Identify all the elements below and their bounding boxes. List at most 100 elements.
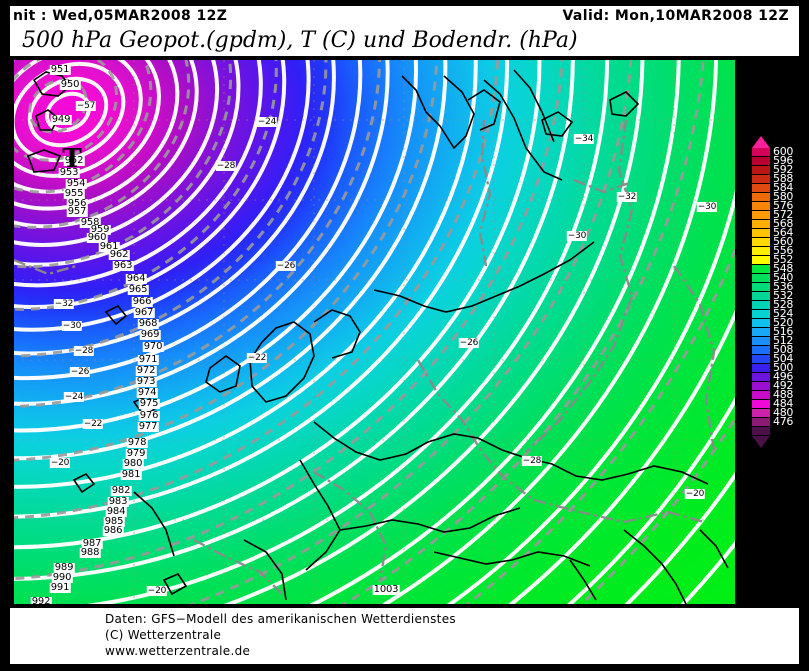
page-title: 500 hPa Geopot.(gpdm), T (C) und Bodendr… bbox=[22, 28, 578, 53]
isobar-label: 982 bbox=[110, 485, 132, 496]
isobar-label: 968 bbox=[137, 318, 159, 329]
colorbar-tick-label: 588 bbox=[773, 172, 794, 185]
isobar-label: 966 bbox=[131, 296, 153, 307]
colorbar-tick-label: 516 bbox=[773, 325, 794, 338]
colorbar-cell bbox=[752, 319, 770, 328]
political-borders bbox=[14, 119, 716, 595]
isobar-label: 983 bbox=[107, 496, 129, 507]
temperature-contour-label: −32 bbox=[53, 299, 75, 309]
footer-website[interactable]: www.wetterzentrale.de bbox=[105, 644, 251, 658]
colorbar-cell bbox=[752, 220, 770, 229]
footer-copyright: (C) Wetterzentrale bbox=[105, 628, 222, 642]
temperature-contour-label: −32 bbox=[616, 192, 638, 202]
colorbar-cell bbox=[752, 364, 770, 373]
chart-title-bar: 500 hPa Geopot.(gpdm), T (C) und Bodendr… bbox=[10, 28, 799, 56]
colorbar-tick-label: 568 bbox=[773, 217, 794, 230]
low-center-symbol: T bbox=[62, 144, 82, 174]
isobar-label: 973 bbox=[135, 376, 157, 387]
colorbar-cell bbox=[752, 391, 770, 400]
colorbar-cell bbox=[752, 373, 770, 382]
colorbar-tick-label: 484 bbox=[773, 397, 794, 410]
colorbar-tick-label: 564 bbox=[773, 226, 794, 239]
isobar-label: 955 bbox=[63, 188, 85, 199]
colorbar-cell bbox=[752, 148, 770, 157]
colorbar-cell bbox=[752, 256, 770, 265]
isobar-label: 967 bbox=[133, 307, 155, 318]
isobar-label: 953 bbox=[58, 167, 80, 178]
isobar-label: 969 bbox=[139, 329, 161, 340]
colorbar-tick-label: 532 bbox=[773, 289, 794, 302]
temperature-contour-label: −22 bbox=[82, 419, 104, 429]
colorbar-cell bbox=[752, 418, 770, 427]
colorbar-cell bbox=[752, 229, 770, 238]
temperature-contour-label: −26 bbox=[69, 367, 91, 377]
footer-data-source: Daten: GFS−Modell des amerikanischen Wet… bbox=[105, 612, 456, 626]
colorbar-cell bbox=[752, 301, 770, 310]
isobar-label: 977 bbox=[137, 421, 159, 432]
colorbar-cell bbox=[752, 400, 770, 409]
colorbar-cell bbox=[752, 202, 770, 211]
colorbar-tick-label: 536 bbox=[773, 280, 794, 293]
isobar-label: 987 bbox=[81, 538, 103, 549]
isobar-label: 970 bbox=[142, 341, 164, 352]
isobar-label: 972 bbox=[135, 365, 157, 376]
temperature-contour-label: −34 bbox=[573, 134, 595, 144]
colorbar-cell bbox=[752, 310, 770, 319]
init-time-label: nit : Wed,05MAR2008 12Z bbox=[13, 8, 228, 24]
coastlines bbox=[26, 69, 729, 604]
isobar-label: 961 bbox=[98, 241, 120, 252]
colorbar-cell bbox=[752, 328, 770, 337]
weather-map[interactable]: 951 950 949 952 953 954 955 956 957 958 959 960 961 9… bbox=[12, 58, 737, 606]
isobar-label: 974 bbox=[136, 387, 158, 398]
colorbar-cell bbox=[752, 274, 770, 283]
isobar-label: 971 bbox=[137, 354, 159, 365]
isobar-label: 957 bbox=[66, 206, 88, 217]
isobar-label: 952 bbox=[63, 155, 85, 166]
colorbar-tick-label: 496 bbox=[773, 370, 794, 383]
isobar-label: 964 bbox=[125, 273, 147, 284]
colorbar-tick-label: 572 bbox=[773, 208, 794, 221]
footer-credits: Daten: GFS−Modell des amerikanischen Wet… bbox=[10, 608, 799, 664]
isobar-label: 963 bbox=[112, 260, 134, 271]
isobar-label: 979 bbox=[125, 448, 147, 459]
colorbar-tick-label: 500 bbox=[773, 361, 794, 374]
temperature-contour-label: −57 bbox=[75, 101, 97, 111]
isobar-label: 960 bbox=[86, 232, 108, 243]
colorbar-tick-label: 504 bbox=[773, 352, 794, 365]
colorbar-cell bbox=[752, 175, 770, 184]
surface-pressure-isobars bbox=[14, 60, 735, 604]
isobar-label: 959 bbox=[89, 224, 111, 235]
temperature-contour-label: −20 bbox=[684, 489, 706, 499]
geopotential-colorbar: 600 596 592 588 584 580 576 572 568 564 560 556 552 5… bbox=[752, 136, 807, 456]
colorbar-cell bbox=[752, 283, 770, 292]
colorbar-cell bbox=[752, 238, 770, 247]
colorbar-tick-label: 520 bbox=[773, 316, 794, 329]
colorbar-tick-label: 576 bbox=[773, 199, 794, 212]
colorbar-tick-label: 476 bbox=[773, 415, 794, 428]
colorbar-tick-label: 592 bbox=[773, 163, 794, 176]
isobar-label: 965 bbox=[127, 284, 149, 295]
isobar-label: 980 bbox=[122, 458, 144, 469]
colorbar-cell bbox=[752, 265, 770, 274]
colorbar-cell bbox=[752, 157, 770, 166]
isobar-label: 949 bbox=[50, 114, 72, 125]
colorbar-cell bbox=[752, 247, 770, 256]
header-bar: nit : Wed,05MAR2008 12Z Valid: Mon,10MAR… bbox=[10, 6, 799, 28]
temperature-contour-label: −20 bbox=[49, 458, 71, 468]
colorbar-gradient bbox=[752, 148, 770, 436]
colorbar-tick-label: 528 bbox=[773, 298, 794, 311]
colorbar-tick-label: 580 bbox=[773, 190, 794, 203]
colorbar-tick-label: 548 bbox=[773, 262, 794, 275]
colorbar-tick-label: 560 bbox=[773, 235, 794, 248]
isobar-label: 992 bbox=[30, 596, 52, 606]
temperature-contour-label: −28 bbox=[215, 161, 237, 171]
colorbar-cell bbox=[752, 427, 770, 436]
colorbar-bottom-arrow-icon bbox=[752, 436, 770, 448]
colorbar-tick-label: 480 bbox=[773, 406, 794, 419]
isobar-label: 956 bbox=[66, 198, 88, 209]
isobar-label: 988 bbox=[79, 547, 101, 558]
isobar-label: 985 bbox=[103, 516, 125, 527]
temperature-contour-label: −28 bbox=[73, 346, 95, 356]
map-canvas bbox=[14, 60, 735, 604]
